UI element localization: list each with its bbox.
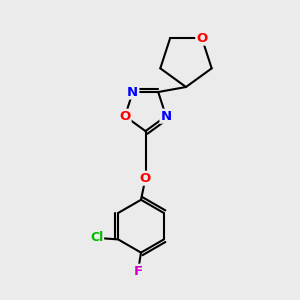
Text: F: F [134,265,142,278]
Text: N: N [127,85,138,98]
Text: N: N [160,110,172,123]
Text: O: O [119,110,130,123]
Text: O: O [196,32,208,45]
Text: Cl: Cl [90,231,103,244]
Text: O: O [140,172,151,185]
